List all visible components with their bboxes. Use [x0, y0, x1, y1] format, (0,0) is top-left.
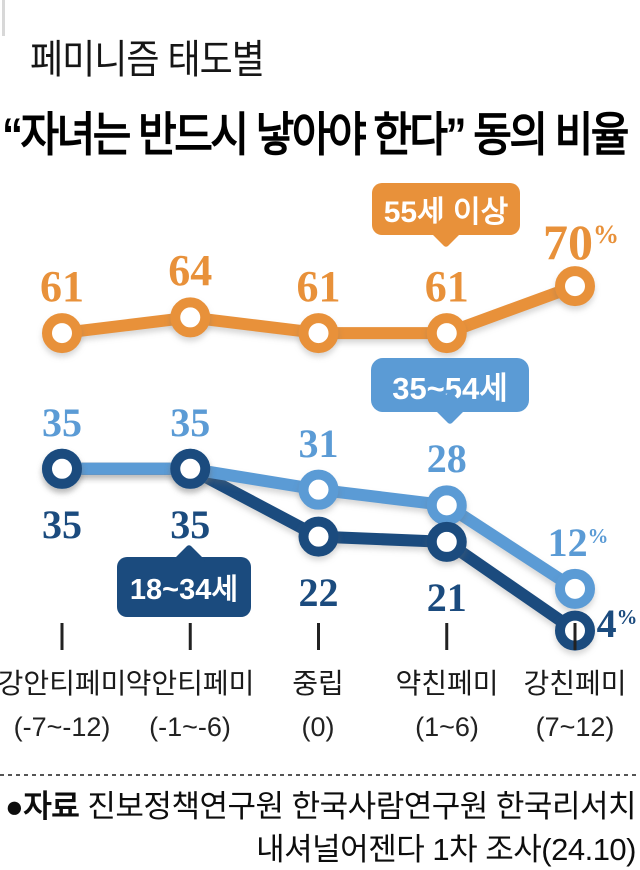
x-category-3: 중립 (0): [292, 664, 344, 744]
point-55plus-4: [555, 266, 595, 307]
decorative-rule: [2, 0, 5, 36]
point-18-34-1: [170, 448, 211, 489]
value-label-35-54-4: 12%: [547, 519, 609, 565]
x-category-1-range: (-7~-12): [13, 712, 111, 742]
dashed-separator: [0, 774, 640, 776]
value-number: 35: [42, 501, 82, 547]
x-category-4: 약친페미 (1~6): [395, 664, 498, 744]
point-35-54-2: [298, 469, 339, 510]
value-label-35-54-0: 35: [42, 399, 82, 445]
source-line-1: ●자료 진보정책연구원 한국사람연구원 한국리서치: [5, 785, 636, 828]
x-category-4-name: 약친페미: [395, 668, 499, 699]
chart-kicker: 페미니즘 태도별: [30, 36, 265, 82]
value-label-55plus-0: 61: [40, 265, 84, 309]
percent-sign: %: [616, 605, 638, 629]
value-label-55plus-1: 64: [168, 249, 212, 293]
value-number: 35: [170, 399, 211, 445]
x-category-5-name: 강친페미: [523, 668, 627, 699]
value-number: 4: [596, 600, 617, 646]
point-55plus-3: [426, 313, 467, 354]
x-category-1-name: 강안티페미: [0, 668, 127, 699]
x-category-2-range: (-1~-6): [149, 712, 231, 742]
point-55plus-2: [298, 313, 339, 354]
value-label-55plus-2: 61: [297, 265, 341, 309]
value-number: 31: [298, 420, 339, 466]
source-note: ●자료 진보정책연구원 한국사람연구원 한국리서치 내셔널어젠다 1차 조사(2…: [5, 785, 636, 870]
source-orgs: 진보정책연구원 한국사람연구원 한국리서치: [79, 789, 636, 824]
point-35-54-3: [426, 485, 467, 526]
point-55plus-0: [42, 313, 82, 354]
value-number: 61: [40, 262, 84, 312]
points-55plus: [42, 266, 595, 354]
series-badge-18-34: 18~34세: [117, 544, 251, 617]
source-label: ●자료: [5, 789, 80, 824]
points-18-34: [42, 448, 595, 651]
point-18-34-0: [42, 448, 82, 489]
point-35-54-4: [555, 568, 595, 609]
value-label-18-34-1: 35: [170, 501, 211, 547]
x-category-2: 약안티페미 (-1~-6): [126, 664, 255, 744]
value-label-35-54-3: 28: [427, 439, 467, 479]
x-category-2-name: 약안티페미: [125, 668, 255, 699]
value-number: 35: [42, 399, 82, 445]
point-55plus-1: [170, 297, 211, 338]
series-badge-18-34-label: 18~34세: [129, 574, 239, 606]
value-number: 64: [168, 246, 213, 296]
value-number: 22: [298, 569, 339, 615]
value-label-55plus-3: 61: [425, 265, 469, 309]
value-label-18-34-2: 22: [298, 569, 339, 615]
percent-sign: %: [593, 219, 619, 249]
axis-ticks: [60, 623, 577, 650]
x-category-3-name: 중립: [292, 668, 344, 699]
value-label-18-34-0: 35: [42, 501, 82, 547]
value-number: 28: [426, 436, 467, 482]
series-badge-35-54: 35~54세: [371, 358, 529, 425]
value-number: 12: [547, 519, 588, 565]
x-category-5: 강친페미 (7~12): [523, 664, 626, 744]
x-category-1: 강안티페미 (-7~-12): [0, 664, 126, 744]
chart-title: “자녀는 반드시 낳아야 한다” 동의 비율: [2, 108, 629, 161]
point-18-34-2: [298, 516, 339, 557]
value-label-18-34-3: 21: [426, 574, 467, 620]
value-number: 21: [426, 574, 467, 620]
value-label-55plus-4: 70%: [543, 217, 619, 267]
value-label-35-54-2: 31: [298, 420, 339, 466]
value-number: 61: [296, 262, 341, 312]
x-category-4-range: (1~6): [415, 712, 479, 742]
x-category-3-range: (0): [301, 712, 335, 742]
value-number: 70: [543, 214, 593, 271]
percent-sign: %: [587, 524, 609, 548]
value-label-18-34-4: 4%: [596, 600, 638, 646]
source-line-2: 내셔널어젠다 1차 조사(24.10): [256, 832, 636, 867]
value-number: 35: [170, 501, 211, 547]
value-label-35-54-1: 35: [170, 399, 211, 445]
point-18-34-3: [426, 521, 467, 562]
series-badge-55plus: 55세 이상: [372, 183, 520, 248]
x-category-5-range: (7~12): [535, 712, 615, 742]
value-number: 61: [424, 262, 469, 312]
